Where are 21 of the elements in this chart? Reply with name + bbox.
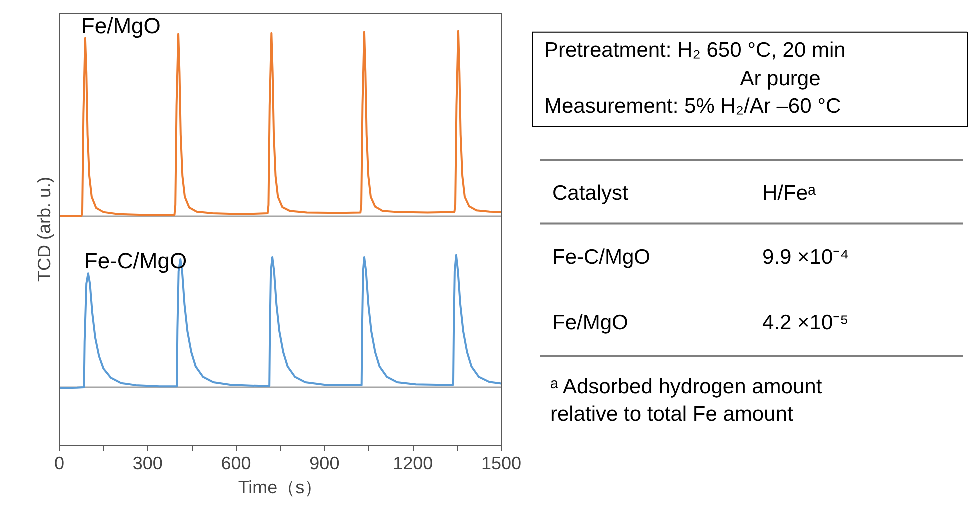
text: Measurement: 5% H₂/Ar –60 °C: [544, 94, 842, 118]
text: 9.9 ×10⁻⁴: [762, 246, 850, 269]
text: Fe-C/MgO: [552, 246, 651, 269]
x-tick-label: 1200: [393, 454, 434, 474]
x-tick-label: 600: [221, 454, 252, 474]
text: Fe/MgO: [552, 312, 628, 335]
text: Ar purge: [740, 68, 821, 91]
text: 4.2 ×10⁻⁵: [762, 312, 849, 335]
x-axis-title: Time（s）: [238, 478, 323, 498]
x-tick-label: 1500: [481, 454, 522, 474]
x-tick-label: 0: [54, 454, 65, 474]
x-tick-label: 900: [310, 454, 340, 474]
series-label: Fe-C/MgO: [84, 248, 188, 274]
text: Catalyst: [552, 182, 629, 205]
text: relative to total Fe amount: [550, 402, 794, 426]
text: H/Feᵃ: [762, 182, 816, 205]
text: ᵃ Adsorbed hydrogen amount: [550, 376, 822, 399]
text: Pretreatment: H₂ 650 °C, 20 min: [544, 38, 846, 62]
series-label: Fe/MgO: [81, 13, 161, 38]
x-tick-label: 300: [132, 454, 163, 474]
y-axis-title: TCD (arb. u.): [34, 176, 54, 282]
